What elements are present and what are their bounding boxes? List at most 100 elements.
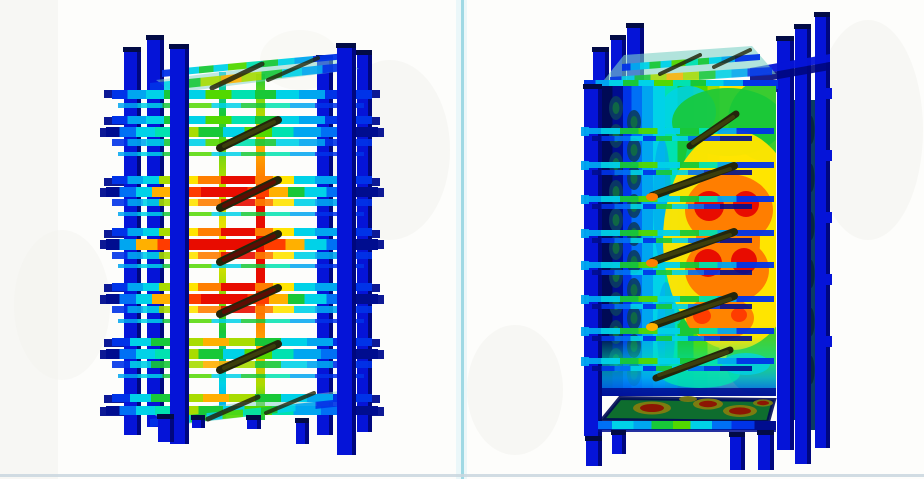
shelf-strip	[586, 128, 774, 134]
frame-post-stub	[593, 49, 605, 85]
shelf-strip	[112, 139, 372, 146]
rod-tip	[646, 193, 658, 201]
frame-leg	[597, 439, 602, 466]
bottom-line	[0, 474, 924, 477]
frame-leg	[612, 432, 622, 454]
shelf-strip	[112, 338, 372, 346]
rod-tip	[646, 259, 658, 267]
frame-post-stub	[610, 35, 626, 40]
frame-leg	[246, 415, 261, 420]
frame-post-stub	[592, 47, 609, 52]
cell-contour-core	[630, 116, 638, 128]
background-shade	[0, 0, 58, 479]
floor-spot	[699, 400, 717, 408]
shelf-strip	[586, 262, 774, 268]
frame-post-right	[825, 15, 830, 448]
frame-post-front	[336, 43, 356, 48]
frame-post-front	[337, 45, 352, 455]
background-smudge	[467, 325, 563, 455]
frame-post-back	[146, 35, 164, 40]
divider-line	[461, 0, 464, 479]
thin-beam	[118, 103, 364, 108]
shelf-rod	[222, 234, 276, 262]
shelf-strip	[112, 306, 372, 313]
top-cross-beam-shade	[750, 62, 830, 84]
cell-contour-core	[612, 242, 620, 254]
frame-post-back	[356, 50, 372, 55]
background-smudge	[813, 20, 923, 240]
frame-leg	[157, 414, 174, 419]
thin-beam	[118, 152, 364, 156]
frame-post-right	[789, 39, 794, 450]
cell-contour-core	[612, 186, 620, 198]
shelf-strip	[106, 187, 378, 197]
frame-leg	[158, 416, 170, 442]
floor-spot-ring	[679, 396, 697, 402]
top-plate-strip	[150, 62, 353, 92]
cell-contour-core	[630, 312, 638, 324]
cell-contour-core	[630, 284, 638, 296]
top-plate-brace	[266, 56, 320, 82]
frame-leg	[586, 438, 598, 466]
frame-leg	[729, 432, 745, 437]
left-fea-view	[100, 35, 384, 455]
strip-tab	[581, 295, 589, 304]
top-plate-strip	[162, 53, 346, 77]
thin-beam	[118, 264, 364, 268]
floor-front-shade	[598, 429, 776, 432]
post-tab	[826, 88, 832, 99]
hotspot-minor	[731, 308, 747, 322]
shelf-rod	[222, 120, 276, 148]
frame-post-right	[776, 36, 794, 41]
post-tab	[826, 212, 832, 223]
shelf-strip	[112, 283, 372, 291]
shelf-rod	[654, 297, 732, 325]
post-tab	[826, 336, 832, 347]
frame-leg	[247, 417, 257, 429]
frame-leg	[256, 418, 261, 429]
thin-beam	[118, 212, 364, 216]
floor-spot	[640, 404, 664, 412]
frame-post-stub	[626, 23, 644, 28]
frame-post-front	[351, 46, 356, 455]
strip-tab	[581, 161, 589, 170]
shelf-strip	[592, 204, 752, 209]
shelf-rod	[222, 288, 276, 314]
bottom-plate-strip	[112, 394, 372, 402]
frame-leg	[621, 433, 626, 454]
frame-post-back	[123, 47, 141, 52]
shelf-strip	[592, 238, 752, 243]
shelf-strip	[112, 116, 372, 124]
frame-post-front	[169, 44, 189, 49]
shelf-strip	[106, 294, 378, 304]
strip-tab	[581, 127, 589, 136]
frame-leg	[730, 434, 741, 470]
frame-leg	[192, 417, 201, 428]
cell-contour-core	[612, 214, 620, 226]
right-fea-back	[584, 12, 832, 464]
frame-post-stub	[604, 50, 609, 85]
frame-post-right	[777, 38, 790, 450]
shelf-strip	[592, 304, 752, 309]
rod-tip	[646, 323, 658, 331]
shelf-strip	[112, 176, 372, 184]
bottom-border-line	[0, 474, 924, 477]
frame-leg	[757, 430, 774, 435]
frame-post-right	[806, 27, 811, 464]
bottom-plate-brace	[264, 391, 316, 415]
shelf-rod	[222, 344, 276, 370]
frame-post-right	[815, 14, 826, 448]
frame-leg	[295, 418, 309, 423]
thin-beam	[118, 374, 364, 378]
cell-contour-core	[630, 144, 638, 156]
strip-tab	[581, 229, 589, 238]
panel-divider	[456, 0, 467, 479]
frame-leg	[169, 417, 174, 442]
shelf-strip	[106, 239, 378, 250]
top-plate-brace	[658, 53, 702, 76]
frame-post-front	[583, 84, 602, 89]
shelf-strip	[112, 199, 372, 206]
frame-post-front	[170, 46, 185, 444]
frame-leg	[758, 432, 770, 470]
